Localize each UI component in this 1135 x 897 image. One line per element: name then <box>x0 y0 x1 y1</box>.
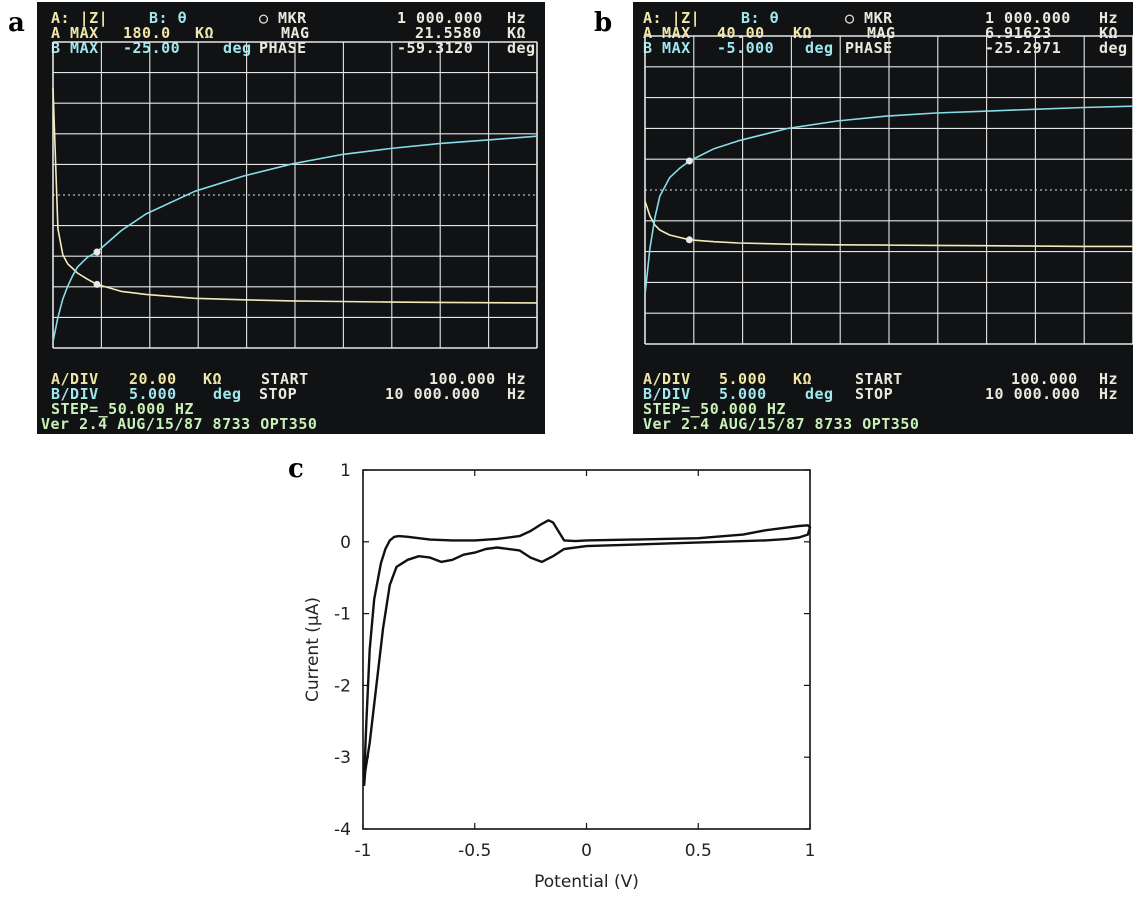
b-marker-frequency-unit: Hz <box>1099 9 1119 27</box>
b-max-b-label: B MAX <box>643 39 691 57</box>
x-tick-label: -1 <box>355 841 372 861</box>
a-stop-value: 10 000.000 <box>385 385 481 403</box>
b-channel-b-label: B: θ <box>741 9 780 27</box>
a-phase-unit: deg <box>507 39 536 57</box>
a-stop-label: STOP <box>259 385 298 403</box>
a-mag-label: MAG <box>281 24 310 42</box>
b-start-label: START <box>855 370 903 388</box>
y-tick-label: -3 <box>334 748 351 768</box>
a-channel-b-label: B: θ <box>149 9 188 27</box>
a-marker-frequency: 1 000.000 <box>397 9 483 27</box>
analyzer-screen-b: A: |Z| B: θ ○ MKR 1 000.000 Hz A MAX 40.… <box>633 2 1133 434</box>
a-mag-value: 21.5580 <box>415 24 482 42</box>
a-max-a-unit: KΩ <box>195 24 215 42</box>
y-tick-label: -1 <box>334 605 351 625</box>
a-max-b-label: B MAX <box>51 39 99 57</box>
y-tick-label: -2 <box>334 676 351 696</box>
y-tick-label: 1 <box>340 461 351 481</box>
a-adiv-label: A/DIV <box>51 370 99 388</box>
a-start-unit: Hz <box>507 370 527 388</box>
a-start-value: 100.000 <box>429 370 496 388</box>
b-bdiv-unit: deg <box>805 385 834 403</box>
b-channel-a-label: A: |Z| <box>643 9 701 27</box>
a-bdiv-label: B/DIV <box>51 385 99 403</box>
b-stop-unit: Hz <box>1099 385 1119 403</box>
cv-curve <box>362 519 812 786</box>
b-step-readout: STEP=_50.000 HZ <box>643 400 786 418</box>
a-phase-value: -59.3120 <box>397 39 474 57</box>
b-start-unit: Hz <box>1099 370 1119 388</box>
trace-b-phase <box>52 135 538 343</box>
b-adiv-label: A/DIV <box>643 370 691 388</box>
b-marker-label: ○ MKR <box>845 9 893 27</box>
marker-dot-a <box>685 236 693 244</box>
a-version-readout: Ver 2.4 AUG/15/87 8733 OPT350 <box>41 415 318 433</box>
a-adiv-value: 20.00 <box>129 370 177 388</box>
x-tick-label: -0.5 <box>458 841 491 861</box>
a-max-a-label: A MAX <box>51 24 99 42</box>
panel-letter-a: a <box>8 8 25 38</box>
a-bdiv-value: 5.000 <box>129 385 177 403</box>
a-marker-label: ○ MKR <box>259 9 307 27</box>
a-step-readout: STEP=_50.000 HZ <box>51 400 194 418</box>
b-start-value: 100.000 <box>1011 370 1078 388</box>
b-version-readout: Ver 2.4 AUG/15/87 8733 OPT350 <box>643 415 920 433</box>
a-max-a-value: 180.0 <box>123 24 171 42</box>
analyzer-screen-a: A: |Z| B: θ ○ MKR 1 000.000 Hz A MAX 180… <box>37 2 545 434</box>
y-axis-title: Current (μA) <box>303 597 323 702</box>
y-tick-label: 0 <box>340 533 351 553</box>
a-max-b-unit: deg <box>223 39 252 57</box>
trace-a-magnitude <box>52 87 538 304</box>
a-start-label: START <box>261 370 309 388</box>
scope-plot-b <box>644 35 1133 345</box>
a-phase-label: PHASE <box>259 39 307 57</box>
panel-letter-c: c <box>288 454 304 484</box>
a-bdiv-unit: deg <box>213 385 242 403</box>
a-channel-a-label: A: |Z| <box>51 9 109 27</box>
b-max-b-value: -5.000 <box>717 39 775 57</box>
b-max-b-unit: deg <box>805 39 834 57</box>
a-mag-unit: KΩ <box>507 24 527 42</box>
b-phase-unit: deg <box>1099 39 1128 57</box>
x-tick-label: 1 <box>805 841 816 861</box>
marker-dot-b <box>685 157 693 165</box>
scope-plot-a <box>52 41 538 349</box>
plot-frame <box>362 469 811 830</box>
x-axis-title: Potential (V) <box>534 872 639 892</box>
b-stop-value: 10 000.000 <box>985 385 1081 403</box>
x-tick-label: 0.5 <box>685 841 712 861</box>
marker-dot-b <box>93 248 101 256</box>
b-bdiv-label: B/DIV <box>643 385 691 403</box>
b-adiv-value: 5.000 <box>719 370 767 388</box>
a-adiv-unit: KΩ <box>203 370 223 388</box>
b-stop-label: STOP <box>855 385 894 403</box>
marker-dot-a <box>93 280 101 288</box>
y-tick-label: -4 <box>334 820 351 840</box>
a-stop-unit: Hz <box>507 385 527 403</box>
trace-a-magnitude <box>644 200 1133 248</box>
b-adiv-unit: KΩ <box>793 370 813 388</box>
b-phase-value: -25.2971 <box>985 39 1062 57</box>
a-marker-frequency-unit: Hz <box>507 9 527 27</box>
b-bdiv-value: 5.000 <box>719 385 767 403</box>
trace-b-phase <box>644 105 1133 295</box>
x-tick-label: 0 <box>581 841 592 861</box>
b-phase-label: PHASE <box>845 39 893 57</box>
b-marker-frequency: 1 000.000 <box>985 9 1071 27</box>
a-max-b-value: -25.00 <box>123 39 181 57</box>
panel-letter-b: b <box>594 8 613 38</box>
